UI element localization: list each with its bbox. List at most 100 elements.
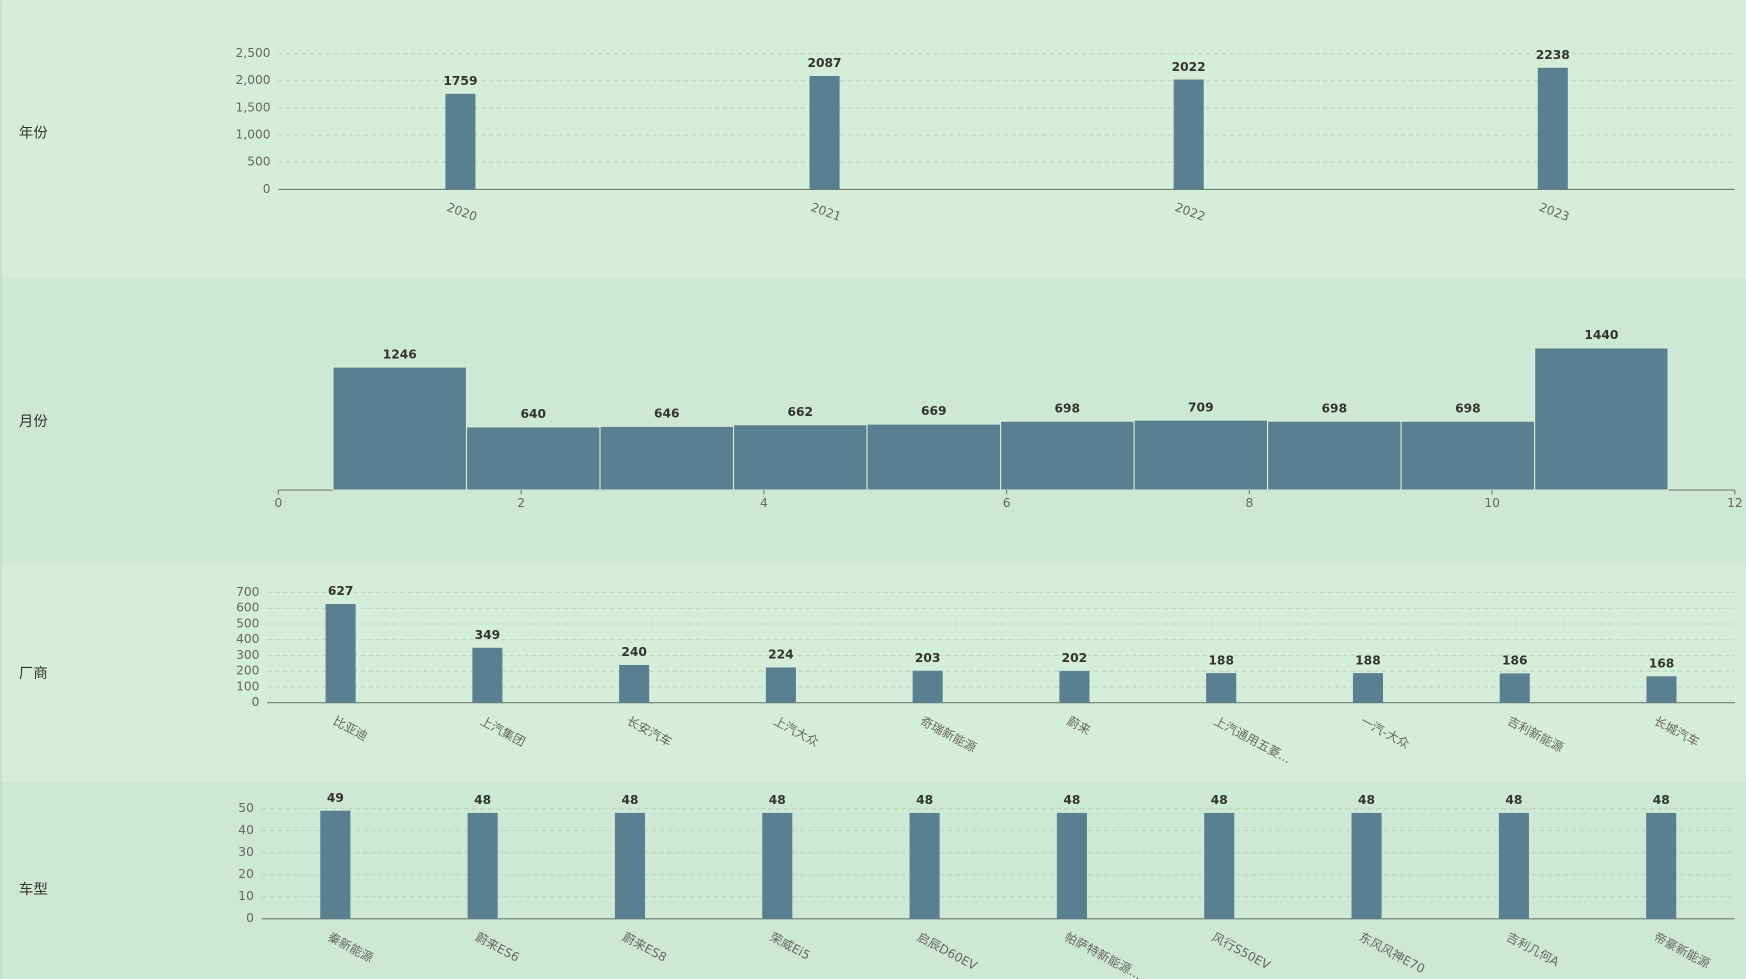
bar [1173, 79, 1204, 190]
y-tick-label: 1,000 [236, 128, 271, 142]
bar [472, 647, 503, 703]
value-label: 168 [1649, 657, 1675, 671]
bar [599, 425, 735, 491]
value-label: 202 [1062, 651, 1088, 665]
value-label: 349 [475, 628, 501, 642]
value-label: 698 [1055, 401, 1081, 415]
x-tick-label: 4 [760, 496, 768, 510]
bar [332, 366, 468, 491]
y-tick-label: 0 [252, 695, 260, 709]
value-label: 627 [328, 584, 354, 598]
bar [909, 812, 940, 919]
bar [1267, 420, 1402, 491]
value-label: 48 [1358, 793, 1375, 807]
bar [1646, 812, 1677, 919]
bar [912, 670, 943, 703]
bar [1646, 676, 1677, 703]
bar [465, 426, 601, 491]
value-label: 48 [769, 793, 786, 807]
y-tick-label: 300 [236, 648, 259, 662]
row-label: 厂商 [19, 665, 48, 682]
bar [1056, 812, 1087, 919]
bar [1400, 420, 1536, 491]
y-tick-label: 500 [236, 616, 259, 630]
y-tick-label: 40 [238, 823, 254, 837]
x-tick-label: 10 [1484, 496, 1500, 510]
y-tick-label: 700 [236, 585, 259, 599]
bar [1534, 347, 1669, 491]
row-label: 年份 [19, 125, 48, 142]
bar [1351, 812, 1382, 919]
value-label: 698 [1322, 401, 1348, 415]
value-label: 640 [520, 407, 546, 421]
value-label: 2087 [808, 56, 842, 70]
y-tick-label: 0 [246, 911, 254, 925]
value-label: 646 [654, 407, 680, 421]
value-label: 1759 [443, 74, 477, 88]
y-tick-label: 30 [238, 845, 254, 859]
value-label: 48 [1653, 793, 1670, 807]
bar [1059, 670, 1090, 703]
value-label: 1440 [1584, 328, 1618, 342]
bar [1206, 673, 1237, 703]
bar [445, 93, 476, 190]
y-tick-label: 2,000 [236, 73, 271, 87]
bar [1133, 419, 1269, 491]
y-tick-label: 100 [236, 679, 259, 693]
value-label: 662 [788, 405, 814, 419]
value-label: 48 [916, 793, 933, 807]
bar [1537, 67, 1568, 190]
bar [1352, 673, 1383, 703]
bar [325, 603, 356, 703]
x-tick-label: 8 [1245, 496, 1253, 510]
bar [619, 664, 650, 703]
bar [999, 420, 1135, 491]
y-tick-label: 1,500 [236, 100, 271, 114]
value-label: 188 [1208, 653, 1234, 667]
value-label: 224 [768, 648, 794, 662]
y-tick-label: 2,500 [236, 46, 271, 60]
y-tick-label: 400 [236, 632, 259, 646]
y-tick-label: 20 [238, 867, 254, 881]
value-label: 709 [1188, 400, 1214, 414]
row-label: 月份 [19, 413, 48, 430]
value-label: 48 [621, 793, 638, 807]
value-label: 669 [921, 404, 947, 418]
value-label: 48 [1211, 793, 1228, 807]
y-tick-label: 0 [263, 182, 271, 196]
bar [1498, 812, 1529, 919]
value-label: 48 [474, 793, 491, 807]
value-label: 186 [1502, 654, 1528, 668]
bar [765, 667, 796, 703]
bar [732, 424, 868, 491]
bar [320, 810, 351, 919]
value-label: 48 [1063, 793, 1080, 807]
value-label: 48 [1505, 793, 1522, 807]
row-background [0, 0, 1746, 279]
bar [866, 423, 1002, 491]
bar [809, 75, 840, 190]
x-tick-label: 0 [274, 496, 282, 510]
value-label: 2022 [1172, 60, 1206, 74]
x-tick-label: 6 [1003, 496, 1011, 510]
y-tick-label: 600 [236, 601, 259, 615]
bar [762, 812, 793, 919]
value-label: 698 [1455, 401, 1481, 415]
row-background [0, 781, 1746, 979]
row-label: 车型 [19, 881, 48, 898]
bar [1204, 812, 1235, 919]
y-tick-label: 50 [238, 801, 254, 815]
value-label: 240 [621, 645, 647, 659]
value-label: 49 [327, 791, 344, 805]
value-label: 2238 [1536, 48, 1570, 62]
row-background [0, 564, 1746, 782]
bar [614, 812, 646, 919]
value-label: 188 [1355, 653, 1381, 667]
bar [1499, 673, 1530, 703]
value-label: 203 [915, 651, 941, 665]
y-tick-label: 200 [236, 664, 259, 678]
x-tick-label: 2 [517, 496, 525, 510]
value-label: 1246 [383, 347, 417, 361]
x-tick-label: 12 [1727, 496, 1743, 510]
